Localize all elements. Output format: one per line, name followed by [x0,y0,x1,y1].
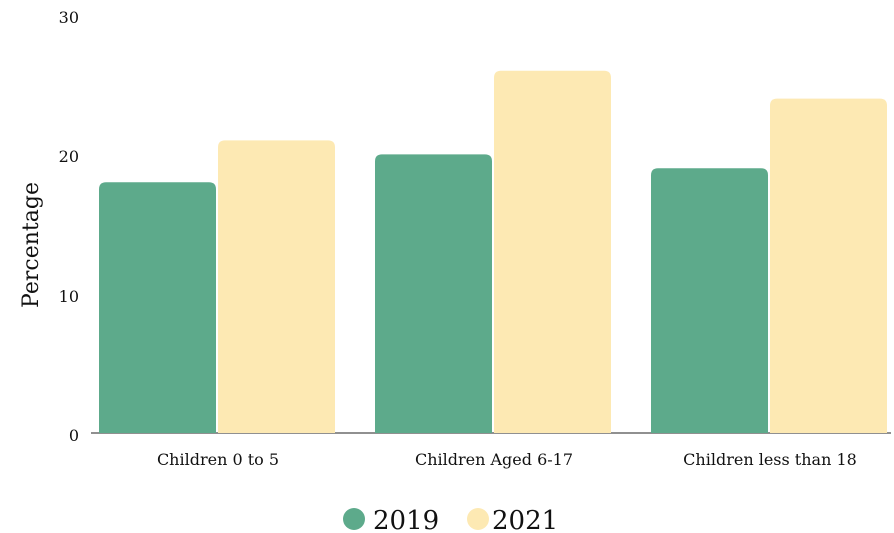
x-tick-label: Children 0 to 5 [157,450,279,469]
bars [99,71,887,433]
x-tick-label: Children Aged 6-17 [415,450,573,469]
y-tick-label: 10 [59,287,79,306]
y-tick-label: 30 [59,8,79,27]
legend-marker-2021 [467,508,489,530]
bar-2021-2 [770,99,887,433]
legend: 2019 2021 [343,506,558,533]
legend-label-2019: 2019 [373,506,439,533]
bar-2021-0 [218,140,335,433]
bar-2019-1 [375,154,492,433]
y-tick-label: 20 [59,147,79,166]
x-tick-label: Children less than 18 [683,450,857,469]
legend-marker-2019 [343,508,365,530]
bar-2019-2 [651,168,768,433]
bar-2021-1 [494,71,611,433]
y-axis-label: Percentage [19,182,44,308]
bar-2019-0 [99,182,216,433]
y-tick-label: 0 [69,426,79,445]
legend-label-2021: 2021 [492,506,558,533]
